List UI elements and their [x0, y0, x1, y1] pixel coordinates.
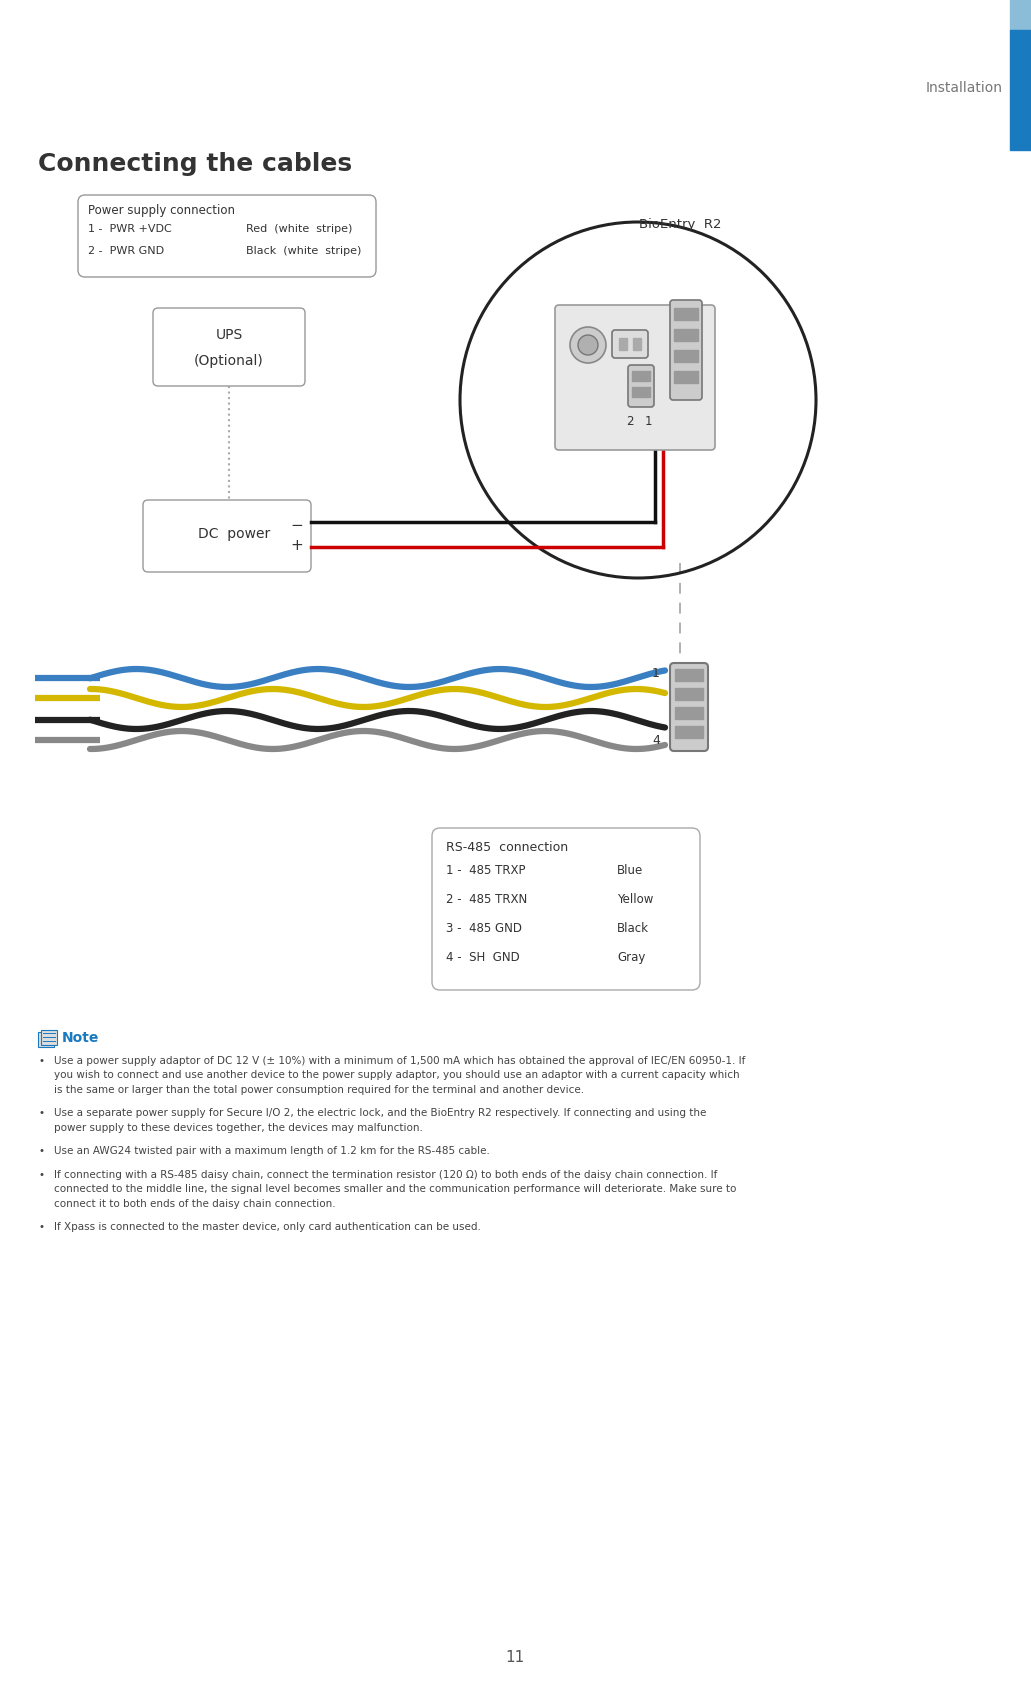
Bar [675, 725, 703, 737]
Text: 3 -  485 GND: 3 - 485 GND [446, 923, 522, 935]
Text: 4: 4 [653, 734, 660, 747]
Circle shape [570, 327, 606, 363]
FancyBboxPatch shape [670, 663, 708, 751]
Text: 4 -  SH  GND: 4 - SH GND [446, 951, 520, 963]
Bar [1010, 30, 1031, 150]
Text: power supply to these devices together, the devices may malfunction.: power supply to these devices together, … [54, 1124, 423, 1134]
Text: 1: 1 [644, 415, 652, 428]
Bar [674, 329, 698, 341]
Text: If Xpass is connected to the master device, only card authentication can be used: If Xpass is connected to the master devi… [54, 1223, 480, 1233]
FancyBboxPatch shape [612, 331, 648, 358]
Text: Note: Note [62, 1031, 99, 1044]
Bar [1010, 0, 1031, 30]
Text: DC  power: DC power [198, 526, 270, 542]
FancyBboxPatch shape [143, 499, 311, 572]
Text: you wish to connect and use another device to the power supply adaptor, you shou: you wish to connect and use another devi… [54, 1071, 739, 1080]
Text: is the same or larger than the total power consumption required for the terminal: is the same or larger than the total pow… [54, 1085, 585, 1095]
Text: Black: Black [617, 923, 648, 935]
Text: •: • [38, 1171, 44, 1179]
Text: Red  (white  stripe): Red (white stripe) [246, 224, 353, 234]
Text: Installation: Installation [926, 81, 1003, 94]
Text: If connecting with a RS-485 daisy chain, connect the termination resistor (120 Ω: If connecting with a RS-485 daisy chain,… [54, 1171, 718, 1179]
FancyBboxPatch shape [153, 309, 305, 386]
Bar [675, 670, 703, 682]
Bar [38, 1032, 54, 1048]
Text: 1 -  PWR +VDC: 1 - PWR +VDC [88, 224, 172, 234]
Text: UPS: UPS [215, 327, 242, 342]
Bar [675, 707, 703, 719]
FancyBboxPatch shape [78, 196, 376, 277]
FancyBboxPatch shape [670, 300, 702, 400]
Bar [674, 309, 698, 321]
Text: •: • [38, 1147, 44, 1157]
Text: Black  (white  stripe): Black (white stripe) [246, 246, 362, 256]
Text: Use a power supply adaptor of DC 12 V (± 10%) with a minimum of 1,500 mA which h: Use a power supply adaptor of DC 12 V (±… [54, 1056, 745, 1066]
Bar [632, 386, 650, 396]
Bar [632, 371, 650, 381]
Text: connect it to both ends of the daisy chain connection.: connect it to both ends of the daisy cha… [54, 1199, 336, 1210]
FancyBboxPatch shape [432, 828, 700, 990]
Text: •: • [38, 1108, 44, 1118]
Text: 2: 2 [626, 415, 634, 428]
Text: 1 -  485 TRXP: 1 - 485 TRXP [446, 864, 526, 877]
Bar [675, 688, 703, 700]
Text: BioEntry  R2: BioEntry R2 [639, 218, 722, 231]
Text: (Optional): (Optional) [194, 354, 264, 368]
Bar [619, 337, 627, 349]
Bar [674, 349, 698, 363]
Text: •: • [38, 1223, 44, 1233]
Text: Yellow: Yellow [617, 892, 654, 906]
Text: Use an AWG24 twisted pair with a maximum length of 1.2 km for the RS-485 cable.: Use an AWG24 twisted pair with a maximum… [54, 1147, 490, 1157]
Text: 1: 1 [653, 666, 660, 680]
FancyBboxPatch shape [628, 364, 654, 407]
Bar [633, 337, 641, 349]
Text: 11: 11 [505, 1650, 525, 1665]
Text: −: − [291, 518, 303, 533]
Text: Blue: Blue [617, 864, 643, 877]
Circle shape [578, 336, 598, 354]
Text: +: + [291, 538, 303, 553]
Text: •: • [38, 1056, 44, 1066]
Text: 2 -  485 TRXN: 2 - 485 TRXN [446, 892, 527, 906]
Text: Power supply connection: Power supply connection [88, 204, 235, 218]
Text: Use a separate power supply for Secure I/O 2, the electric lock, and the BioEntr: Use a separate power supply for Secure I… [54, 1108, 706, 1118]
Bar [41, 1031, 57, 1044]
Text: RS-485  connection: RS-485 connection [446, 842, 568, 854]
Bar [674, 371, 698, 383]
Text: Connecting the cables: Connecting the cables [38, 152, 353, 175]
FancyBboxPatch shape [555, 305, 716, 450]
Text: Gray: Gray [617, 951, 645, 963]
Text: 2 -  PWR GND: 2 - PWR GND [88, 246, 164, 256]
Text: connected to the middle line, the signal level becomes smaller and the communica: connected to the middle line, the signal… [54, 1184, 736, 1194]
